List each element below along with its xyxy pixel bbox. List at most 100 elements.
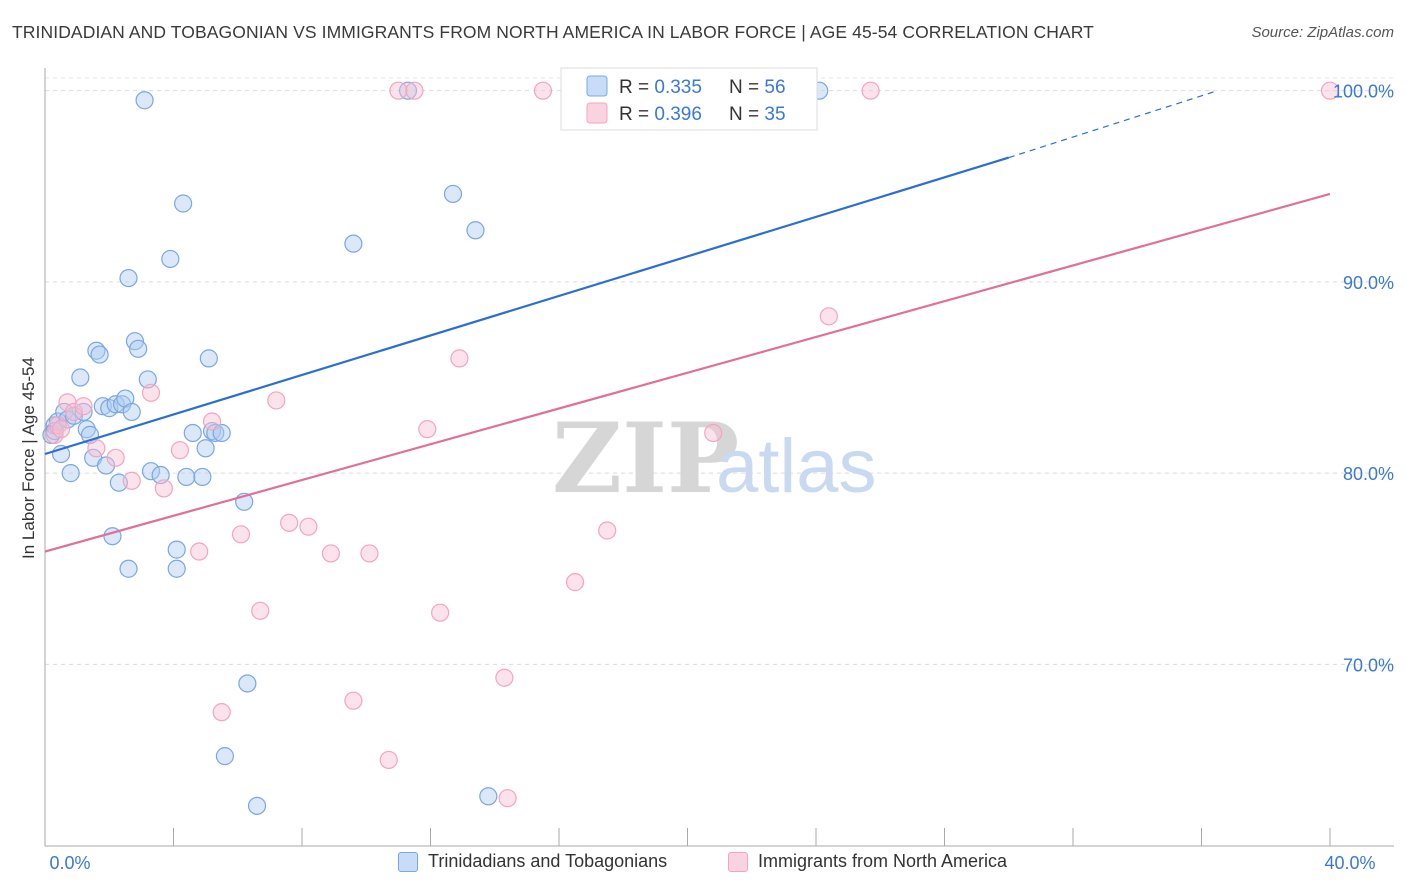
point-s1-24 — [389, 81, 408, 100]
point-s0-36 — [174, 194, 193, 213]
point-s0-22 — [112, 395, 132, 414]
point-s0-25 — [119, 268, 138, 288]
point-s0-26 — [122, 402, 141, 422]
point-s0-46 — [238, 674, 257, 693]
point-s1-36 — [861, 81, 880, 100]
legend-r-value-1: 0.335 — [654, 77, 702, 98]
point-s0-30 — [138, 370, 157, 389]
point-s1-25 — [405, 81, 424, 100]
point-s0-17 — [96, 456, 116, 475]
legend-n-label-2: N = — [729, 104, 764, 125]
bottom-legend-item-1: Trinidadians and Tobagonians — [398, 851, 667, 872]
point-s1-26 — [418, 420, 437, 439]
x-tick-label-1: 40.0% — [1324, 853, 1375, 873]
point-s1-30 — [498, 789, 517, 808]
point-s0-2 — [45, 421, 64, 441]
point-s0-20 — [106, 395, 125, 414]
point-s0-29 — [135, 91, 154, 110]
bottom-legend-item-2: Immigrants from North America — [728, 851, 1007, 872]
legend-r-value-2: 0.396 — [654, 104, 702, 125]
bottom-legend-label-2: Immigrants from North America — [758, 851, 1008, 871]
point-s1-31 — [533, 81, 553, 100]
point-s1-8 — [122, 471, 141, 490]
point-s0-39 — [193, 467, 212, 487]
point-s0-40 — [196, 439, 215, 458]
point-s1-21 — [344, 691, 363, 710]
point-s0-52 — [466, 221, 485, 240]
point-s0-35 — [167, 540, 186, 559]
legend-n-value-2: 35 — [764, 104, 785, 125]
point-s0-34 — [167, 559, 186, 578]
legend-swatch-pink — [586, 102, 608, 124]
point-s0-9 — [71, 368, 90, 387]
point-s0-47 — [215, 747, 234, 766]
legend-r-label-2: R = — [619, 104, 654, 125]
point-s1-22 — [360, 544, 379, 563]
point-s1-37 — [1320, 81, 1340, 100]
point-s0-38 — [183, 423, 202, 443]
source-label: Source: ZipAtlas.com — [1251, 24, 1394, 41]
svg-text:N = 56: N = 56 — [729, 77, 786, 98]
bottom-legend-swatch-blue — [398, 851, 418, 872]
axes — [44, 68, 1394, 847]
svg-text:R = 0.396: R = 0.396 — [619, 104, 702, 125]
point-s0-28 — [129, 339, 148, 358]
point-s0-11 — [77, 420, 96, 439]
svg-text:N = 35: N = 35 — [729, 104, 786, 125]
point-s1-10 — [154, 479, 173, 498]
bottom-legend-label-1: Trinidadians and Tobagonians — [428, 851, 668, 871]
point-s0-7 — [61, 464, 80, 483]
point-s1-17 — [267, 391, 286, 410]
watermark-zip: ZIP — [552, 402, 739, 515]
point-s0-10 — [74, 402, 93, 422]
point-s1-14 — [212, 703, 231, 722]
watermark: ZIP atlas — [552, 402, 877, 515]
point-s0-49 — [344, 234, 363, 253]
y-tick-label-2: 90.0% — [1343, 273, 1394, 293]
point-s0-15 — [90, 345, 109, 364]
legend-box: R = 0.335 N = 56 R = 0.396 N = 35 — [560, 67, 818, 131]
point-s1-34 — [704, 423, 723, 443]
watermark-atlas: atlas — [716, 424, 877, 509]
svg-text:R = 0.335: R = 0.335 — [619, 77, 702, 98]
point-s0-37 — [177, 467, 196, 487]
point-s1-7 — [106, 448, 125, 467]
point-s1-20 — [321, 544, 341, 563]
bottom-legend-swatch-pink — [728, 851, 748, 872]
x-tick-label-0: 0.0% — [49, 853, 90, 873]
point-s1-2 — [51, 420, 71, 439]
point-s0-43 — [206, 423, 225, 443]
point-s1-29 — [495, 668, 514, 687]
gridlines — [45, 77, 1394, 665]
point-s1-16 — [251, 601, 270, 620]
chart-title: TRINIDADIAN AND TOBAGONIAN VS IMMIGRANTS… — [12, 22, 1094, 42]
point-s1-6 — [87, 439, 106, 458]
y-axis-label: In Labor Force | Age 45-54 — [19, 357, 38, 559]
point-s0-24 — [119, 559, 138, 578]
trend-line-extension-0 — [1008, 90, 1218, 159]
point-s1-28 — [450, 349, 469, 368]
point-s1-27 — [431, 603, 450, 622]
trend-line-1 — [44, 192, 1331, 553]
point-s0-41 — [199, 349, 218, 368]
legend-r-label-1: R = — [619, 77, 654, 98]
data-points — [42, 81, 1340, 815]
point-s0-31 — [141, 462, 161, 481]
point-s1-19 — [299, 517, 318, 536]
point-s0-51 — [443, 184, 463, 204]
point-s1-15 — [231, 525, 251, 544]
point-s0-33 — [161, 249, 180, 269]
point-s0-32 — [151, 465, 170, 485]
point-s1-33 — [598, 521, 617, 540]
point-s1-13 — [202, 412, 222, 431]
point-s1-23 — [379, 750, 398, 770]
point-s1-12 — [190, 542, 209, 561]
point-s1-11 — [170, 441, 190, 460]
bottom-legend: Trinidadians and Tobagonians Immigrants … — [0, 851, 1406, 879]
tick-labels: 70.0% 80.0% 90.0% 100.0% 0.0% 40.0% — [49, 82, 1394, 873]
point-s1-35 — [819, 307, 838, 326]
legend-swatch-blue — [586, 75, 608, 97]
y-tick-label-3: 100.0% — [1333, 82, 1394, 102]
legend-n-value-1: 56 — [764, 77, 785, 98]
